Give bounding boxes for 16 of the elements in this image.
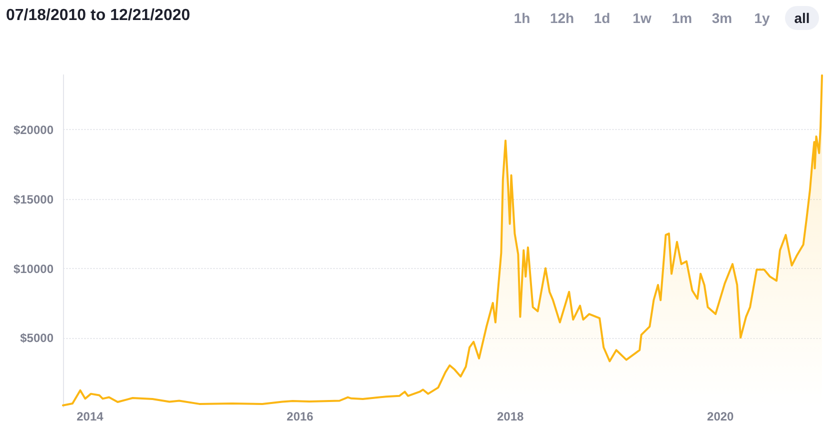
range-button[interactable]: 1d [585, 6, 619, 30]
x-tick-label: 2014 [76, 410, 104, 424]
range-button[interactable]: 1y [745, 6, 779, 30]
range-button[interactable]: 1w [625, 6, 659, 30]
y-tick-label: $20000 [13, 123, 54, 137]
x-tick-label: 2018 [496, 410, 524, 424]
range-button[interactable]: 1m [665, 6, 699, 30]
range-button[interactable]: 12h [545, 6, 579, 30]
x-tick-label: 2020 [707, 410, 734, 424]
range-button[interactable]: 1h [505, 6, 539, 30]
range-button[interactable]: 3m [705, 6, 739, 30]
chart-title: 07/18/2010 to 12/21/2020 [6, 7, 190, 24]
y-tick-label: $15000 [13, 192, 54, 206]
y-tick-label: $5000 [20, 331, 54, 346]
y-tick-label: $10000 [13, 262, 54, 276]
x-tick-label: 2016 [286, 410, 314, 424]
